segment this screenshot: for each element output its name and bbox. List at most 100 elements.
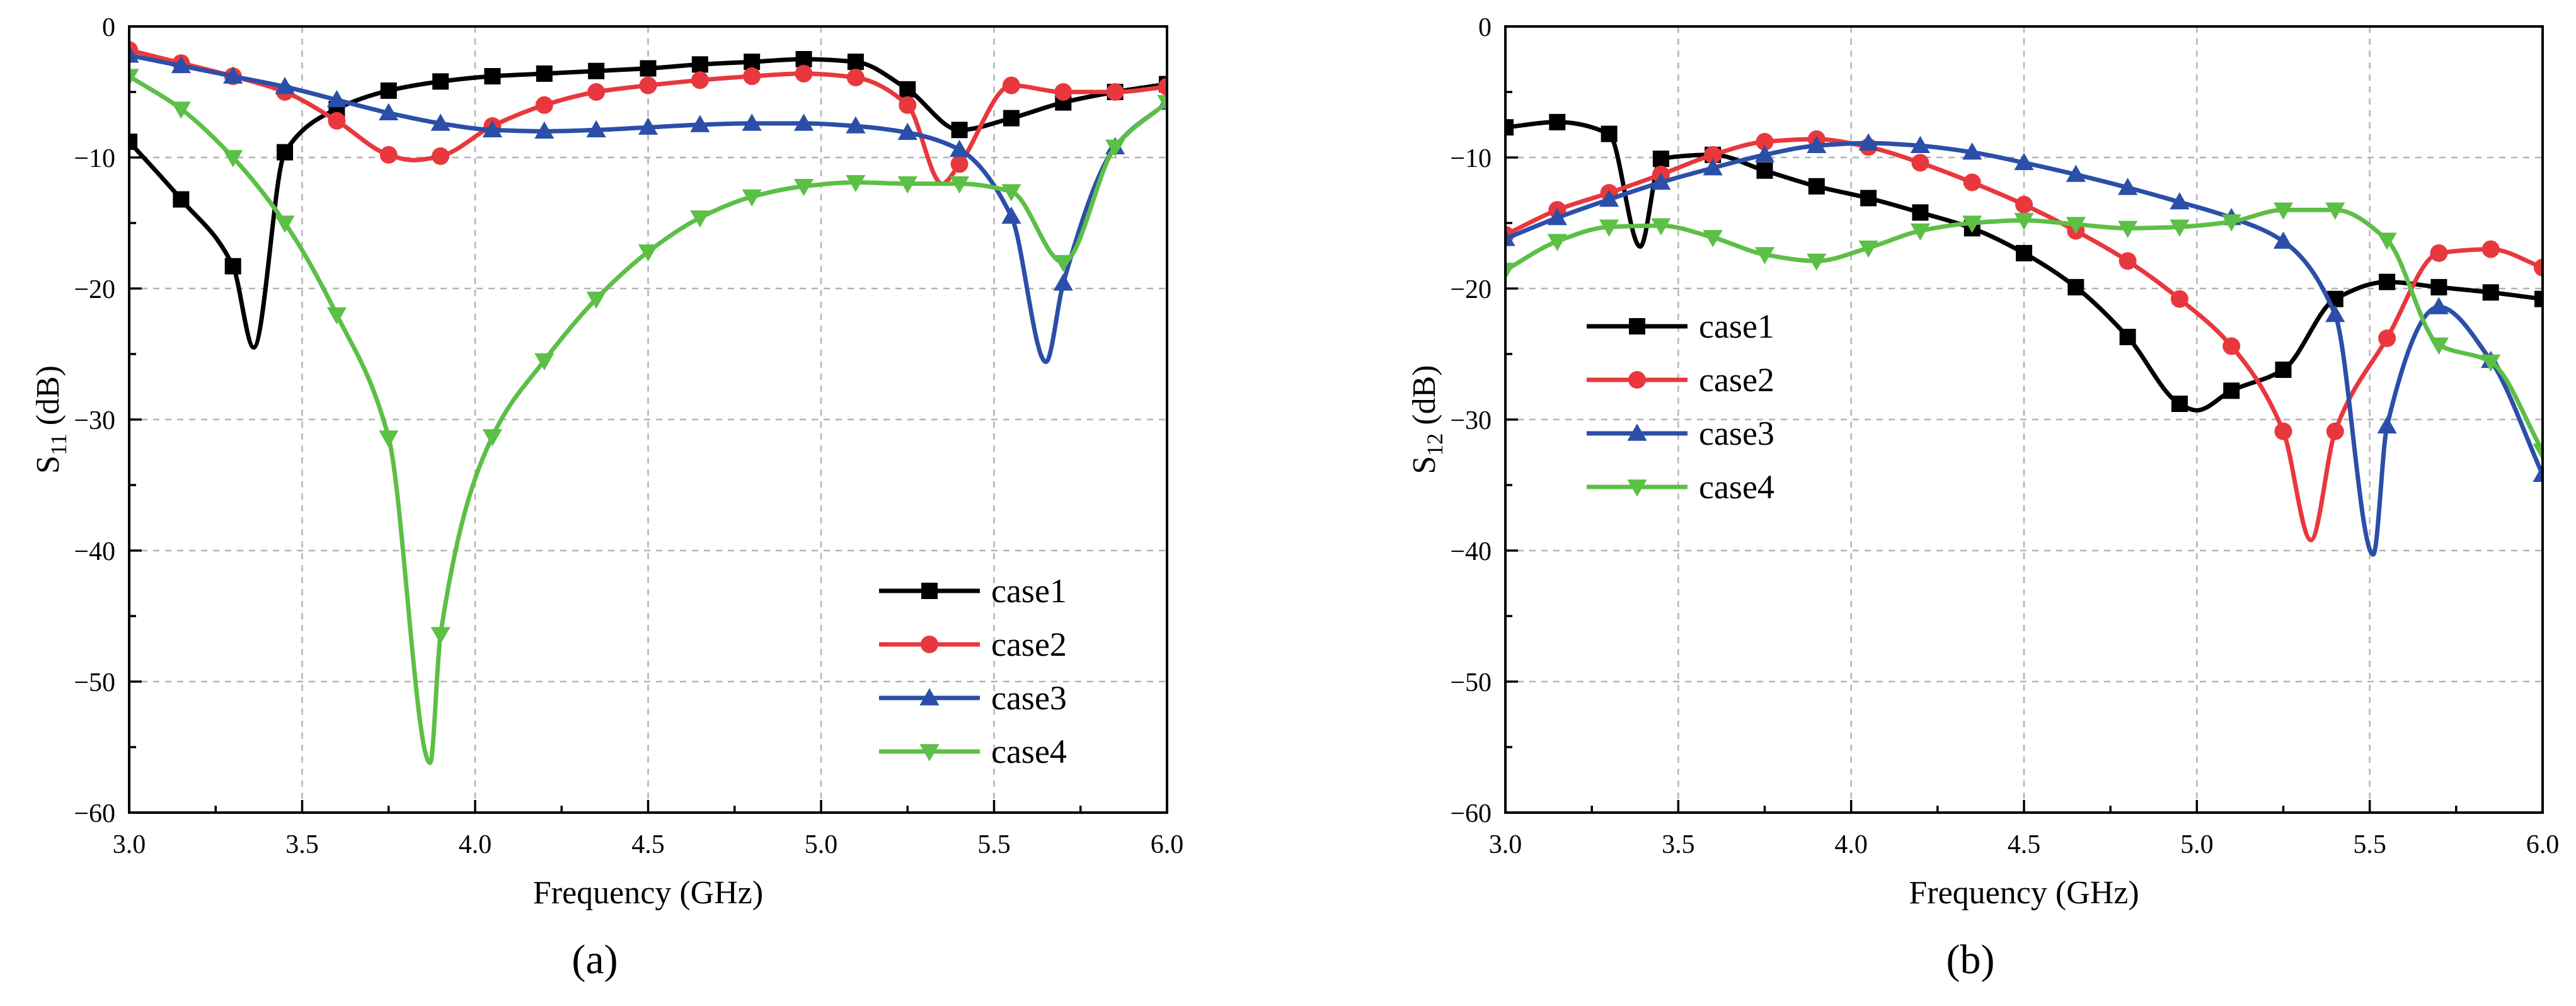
- data-point-case3: [534, 121, 555, 139]
- plot-area: [1505, 113, 2543, 557]
- data-point-case2: [1963, 173, 1981, 191]
- legend-marker: [919, 744, 940, 762]
- y-tick-label: −40: [74, 537, 115, 566]
- data-point-case4: [1505, 263, 1515, 280]
- data-point-case2: [2170, 290, 2188, 308]
- y-axis-title: S11 (dB): [30, 365, 71, 474]
- x-tick-label: 6.0: [2526, 830, 2560, 859]
- data-point-case2: [2378, 329, 2396, 348]
- x-tick-label: 4.0: [459, 830, 492, 859]
- legend-label: case4: [1699, 468, 1774, 506]
- y-tick-label: −10: [1450, 144, 1492, 173]
- data-point-case1: [2223, 382, 2240, 399]
- data-point-case3: [379, 103, 399, 120]
- data-point-case1: [1601, 125, 1618, 142]
- data-point-case3: [1858, 133, 1878, 151]
- data-point-case4: [2481, 354, 2501, 372]
- panel-label: (a): [572, 937, 618, 983]
- data-point-case1: [588, 62, 605, 79]
- data-point-case4: [379, 430, 399, 448]
- legend-item-case3: case3: [1587, 414, 1774, 452]
- y-axis-title-main: S: [30, 455, 66, 474]
- data-point-case3: [2325, 305, 2345, 323]
- data-point-case4: [2118, 220, 2138, 238]
- series-line-case3: [129, 53, 1167, 364]
- x-tick-label: 5.0: [2180, 830, 2214, 859]
- data-point-case2: [379, 146, 398, 164]
- legend: case1 case2 case3 case4: [879, 572, 1067, 770]
- y-tick-label: −60: [1450, 799, 1492, 828]
- x-axis-title: Frequency (GHz): [533, 875, 763, 911]
- data-point-case4: [223, 150, 243, 168]
- data-point-case4: [2533, 443, 2543, 461]
- legend-label: case1: [991, 572, 1067, 610]
- legend-item-case2: case2: [1587, 361, 1774, 399]
- data-point-case4: [326, 307, 347, 325]
- series-line-case4: [129, 74, 1167, 765]
- data-point-case2: [743, 67, 761, 86]
- data-point-case4: [742, 189, 762, 207]
- legend-label: case3: [1699, 414, 1774, 452]
- data-point-case3: [2014, 152, 2034, 171]
- data-point-case1: [432, 73, 449, 90]
- data-point-case3: [742, 113, 762, 131]
- data-point-case4: [690, 210, 710, 228]
- data-point-case2: [1756, 133, 1774, 151]
- data-point-case4: [430, 627, 451, 644]
- data-point-case4: [2221, 214, 2241, 232]
- data-point-case4: [129, 69, 139, 86]
- data-point-case3: [950, 139, 970, 157]
- data-point-case2: [432, 147, 450, 165]
- data-point-case3: [2118, 178, 2138, 195]
- data-point-case4: [638, 244, 658, 262]
- y-axis-title: S12 (dB): [1406, 365, 1447, 474]
- data-point-case1: [536, 65, 553, 82]
- data-point-case4: [897, 176, 917, 194]
- data-point-case2: [1911, 154, 1929, 172]
- data-point-case3: [1807, 135, 1827, 153]
- data-point-case1: [277, 144, 294, 161]
- data-point-case4: [846, 174, 866, 193]
- panel-label: (b): [1946, 937, 1995, 983]
- panel-b: 3.0 3.5 4.0 4.5 5.0 5.5 6.0 0 −10 −20 −30 −40 −50 −60…: [1406, 13, 2559, 983]
- data-point-case2: [795, 64, 813, 83]
- legend-marker: [1629, 318, 1645, 334]
- data-point-case1: [1003, 110, 1020, 127]
- x-tick-label: 3.5: [285, 830, 319, 859]
- data-point-case1: [2067, 278, 2084, 295]
- data-point-case3: [1754, 145, 1775, 163]
- data-point-case1: [2119, 328, 2136, 345]
- y-axis-title-main: S: [1406, 456, 1442, 474]
- x-tick-label: 4.5: [631, 830, 665, 859]
- data-point-case4: [2325, 202, 2345, 220]
- data-point-case1: [1860, 190, 1877, 207]
- legend-item-case2: case2: [879, 626, 1067, 663]
- legend-item-case4: case4: [1587, 468, 1774, 506]
- data-point-case4: [950, 176, 970, 194]
- x-tick-label: 5.5: [977, 830, 1011, 859]
- data-point-case4: [1651, 218, 1671, 236]
- data-point-case4: [171, 101, 191, 119]
- data-point-case4: [1599, 219, 1619, 237]
- data-point-case3: [793, 113, 814, 131]
- data-point-case3: [129, 45, 139, 63]
- data-point-case2: [2274, 422, 2292, 440]
- data-point-case1: [1549, 113, 1566, 130]
- x-axis-title: Frequency (GHz): [1909, 875, 2139, 911]
- y-axis-title-subscript: 11: [46, 433, 71, 455]
- data-point-case4: [1910, 223, 1930, 241]
- data-point-case4: [2377, 232, 2397, 250]
- data-point-case3: [1651, 172, 1671, 190]
- y-axis-title-subscript: 12: [1422, 433, 1447, 456]
- data-point-case4: [1754, 247, 1775, 265]
- data-point-case3: [430, 113, 451, 131]
- data-point-case2: [2119, 252, 2137, 270]
- data-point-case2: [1158, 77, 1167, 96]
- data-point-case2: [1054, 83, 1072, 101]
- data-point-case1: [744, 54, 761, 71]
- legend: case1 case2 case3 case4: [1587, 307, 1774, 506]
- data-point-case1: [2016, 244, 2032, 261]
- data-point-case3: [690, 115, 710, 132]
- data-point-case2: [899, 96, 917, 114]
